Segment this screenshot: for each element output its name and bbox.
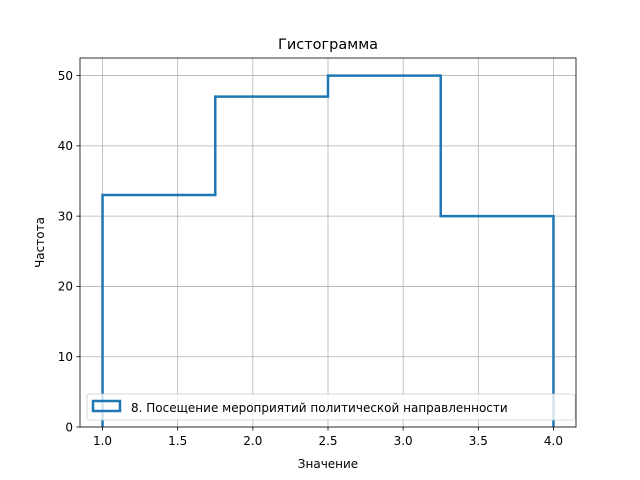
legend-box bbox=[86, 393, 576, 421]
x-axis-label: Значение bbox=[298, 457, 358, 471]
y-tick-label: 30 bbox=[58, 209, 73, 223]
plot-layer bbox=[101, 74, 555, 427]
x-tick-label: 2.0 bbox=[243, 434, 262, 448]
legend-swatch bbox=[91, 399, 122, 413]
y-tick-label: 40 bbox=[58, 139, 73, 153]
x-tick-label: 4.0 bbox=[544, 434, 563, 448]
x-tick-label: 3.5 bbox=[469, 434, 488, 448]
y-tick-label: 0 bbox=[65, 420, 73, 434]
x-tick-label: 3.0 bbox=[394, 434, 413, 448]
y-tick-label: 20 bbox=[58, 280, 73, 294]
x-tick-label: 1.0 bbox=[93, 434, 112, 448]
y-tick-label: 50 bbox=[58, 69, 73, 83]
y-axis-label: Частота bbox=[33, 217, 47, 268]
x-tick-label: 2.5 bbox=[318, 434, 337, 448]
legend: 8. Посещение мероприятий политической на… bbox=[86, 393, 576, 421]
histogram-step-outline bbox=[101, 74, 555, 427]
legend-label: 8. Посещение мероприятий политической на… bbox=[131, 401, 508, 415]
ticks-layer: 1.0 1.5 2.0 2.5 3.0 3.5 4.0 0 10 20 30 40 50 bbox=[58, 69, 563, 448]
chart-title: Гистограмма bbox=[278, 37, 378, 53]
x-tick-label: 1.5 bbox=[168, 434, 187, 448]
y-tick-label: 10 bbox=[58, 350, 73, 364]
